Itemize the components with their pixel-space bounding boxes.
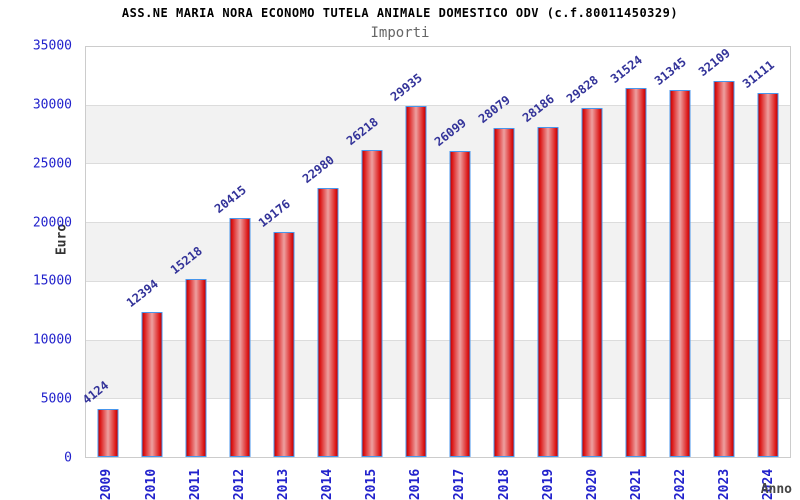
bar-2021: 31524 <box>608 52 647 457</box>
x-tick-2020: 2020 <box>570 464 614 500</box>
x-tick-2014: 2014 <box>306 464 350 500</box>
bar-slot-2021: 31524 <box>608 47 658 457</box>
y-axis-ticks: 0 5000 10000 15000 20000 25000 30000 35000 <box>0 39 78 466</box>
bar-value-label-2011: 15218 <box>167 243 205 277</box>
bar-2023: 32109 <box>696 46 735 457</box>
x-tick-2015: 2015 <box>350 464 394 500</box>
x-tick-label: 2023 <box>717 468 733 500</box>
bars-container: 4124 12394 15218 20415 19176 22980 26218 29935 2… <box>80 46 790 457</box>
bar-2012: 20415 <box>212 183 251 457</box>
bar-value-label-2012: 20415 <box>211 182 249 216</box>
bar-value-label-2023: 32109 <box>695 45 733 79</box>
bar-value-label-2015: 26218 <box>343 114 381 148</box>
bar-slot-2013: 19176 <box>256 47 306 457</box>
x-tick-label: 2013 <box>276 468 292 500</box>
y-tick-label: 30000 <box>32 97 72 113</box>
x-tick-2013: 2013 <box>262 464 306 500</box>
bar-slot-2010: 12394 <box>124 47 174 457</box>
bar-slot-2020: 29828 <box>564 47 614 457</box>
bar-value-label-2009: 4124 <box>79 377 112 407</box>
bar-slot-2024: 31111 <box>740 47 790 457</box>
chart-title: ASS.NE MARIA NORA ECONOMO TUTELA ANIMALE… <box>121 6 679 20</box>
bar-value-label-2022: 31345 <box>651 54 689 88</box>
x-tick-label: 2015 <box>364 468 380 500</box>
bar-value-label-2016: 29935 <box>387 71 425 105</box>
x-tick-2021: 2021 <box>615 464 659 500</box>
bar-slot-2017: 26099 <box>432 47 482 457</box>
bar-2017: 26099 <box>432 116 471 457</box>
bar-slot-2016: 29935 <box>388 47 438 457</box>
x-tick-label: 2018 <box>496 468 512 500</box>
bar-2016: 29935 <box>388 71 427 457</box>
bar-slot-2018: 28079 <box>476 47 526 457</box>
x-tick-2009: 2009 <box>85 464 129 500</box>
bar-value-label-2021: 31524 <box>607 52 645 86</box>
bar-2014: 22980 <box>300 153 339 457</box>
bar-value-label-2014: 22980 <box>299 152 337 186</box>
bar-slot-2009: 4124 <box>80 47 130 457</box>
x-axis-title: Anno <box>760 482 792 497</box>
bar-slot-2023: 32109 <box>696 46 746 457</box>
bar-value-label-2010: 12394 <box>123 276 161 310</box>
x-tick-2016: 2016 <box>394 464 438 500</box>
x-tick-2023: 2023 <box>703 464 747 500</box>
x-tick-2022: 2022 <box>659 464 703 500</box>
bar-value-label-2024: 31111 <box>739 57 777 91</box>
bar-slot-2022: 31345 <box>652 47 702 457</box>
bar-value-label-2019: 28186 <box>519 91 557 125</box>
x-tick-2018: 2018 <box>482 464 526 500</box>
bar-value-label-2013: 19176 <box>255 197 293 231</box>
bar-2018: 28079 <box>476 93 515 457</box>
bar-value-label-2018: 28079 <box>475 92 513 127</box>
x-tick-2017: 2017 <box>438 464 482 500</box>
y-tick-label: 35000 <box>32 38 72 54</box>
x-tick-2011: 2011 <box>173 464 217 500</box>
x-tick-label: 2020 <box>584 468 600 500</box>
x-tick-label: 2010 <box>143 468 159 500</box>
x-tick-label: 2021 <box>629 468 645 500</box>
y-tick-label: 10000 <box>32 332 72 348</box>
y-tick-label: 5000 <box>40 391 72 407</box>
bar-2022: 31345 <box>652 55 691 457</box>
bar-2024: 31111 <box>740 57 779 457</box>
chart-subtitle: Importi <box>370 25 430 41</box>
x-tick-label: 2011 <box>187 468 203 500</box>
x-tick-label: 2014 <box>320 468 336 500</box>
x-tick-2010: 2010 <box>129 464 173 500</box>
bar-2015: 26218 <box>344 115 383 457</box>
bar-2013: 19176 <box>256 197 295 457</box>
bar-slot-2015: 26218 <box>344 47 394 457</box>
bar-value-label-2017: 26099 <box>431 116 469 150</box>
bar-slot-2011: 15218 <box>168 47 218 457</box>
x-tick-2012: 2012 <box>217 464 261 500</box>
x-tick-label: 2009 <box>99 468 115 500</box>
y-tick-label: 20000 <box>32 215 72 231</box>
x-tick-label: 2017 <box>452 468 468 500</box>
x-axis-ticks: 2009 2010 2011 2012 2013 2014 2015 2016 2017 2018… <box>85 464 791 500</box>
y-tick-label: 0 <box>64 450 72 466</box>
y-tick-label: 25000 <box>32 156 72 172</box>
bar-slot-2019: 28186 <box>520 47 570 457</box>
x-tick-label: 2012 <box>231 468 247 500</box>
bar-2020: 29828 <box>564 72 603 457</box>
plot-area: 4124 12394 15218 20415 19176 22980 26218 29935 2… <box>80 46 791 458</box>
bar-slot-2014: 22980 <box>300 47 350 457</box>
x-tick-label: 2019 <box>540 468 556 500</box>
bar-slot-2012: 20415 <box>212 47 262 457</box>
bar-value-label-2020: 29828 <box>563 72 601 106</box>
bar-2019: 28186 <box>520 92 559 457</box>
bar-2010: 12394 <box>124 277 163 457</box>
x-tick-label: 2016 <box>408 468 424 500</box>
bar-2009: 4124 <box>80 378 119 457</box>
background-band <box>86 47 790 106</box>
y-tick-label: 15000 <box>32 273 72 289</box>
x-tick-2019: 2019 <box>526 464 570 500</box>
x-tick-label: 2022 <box>673 468 689 500</box>
bar-2011: 15218 <box>168 243 207 457</box>
